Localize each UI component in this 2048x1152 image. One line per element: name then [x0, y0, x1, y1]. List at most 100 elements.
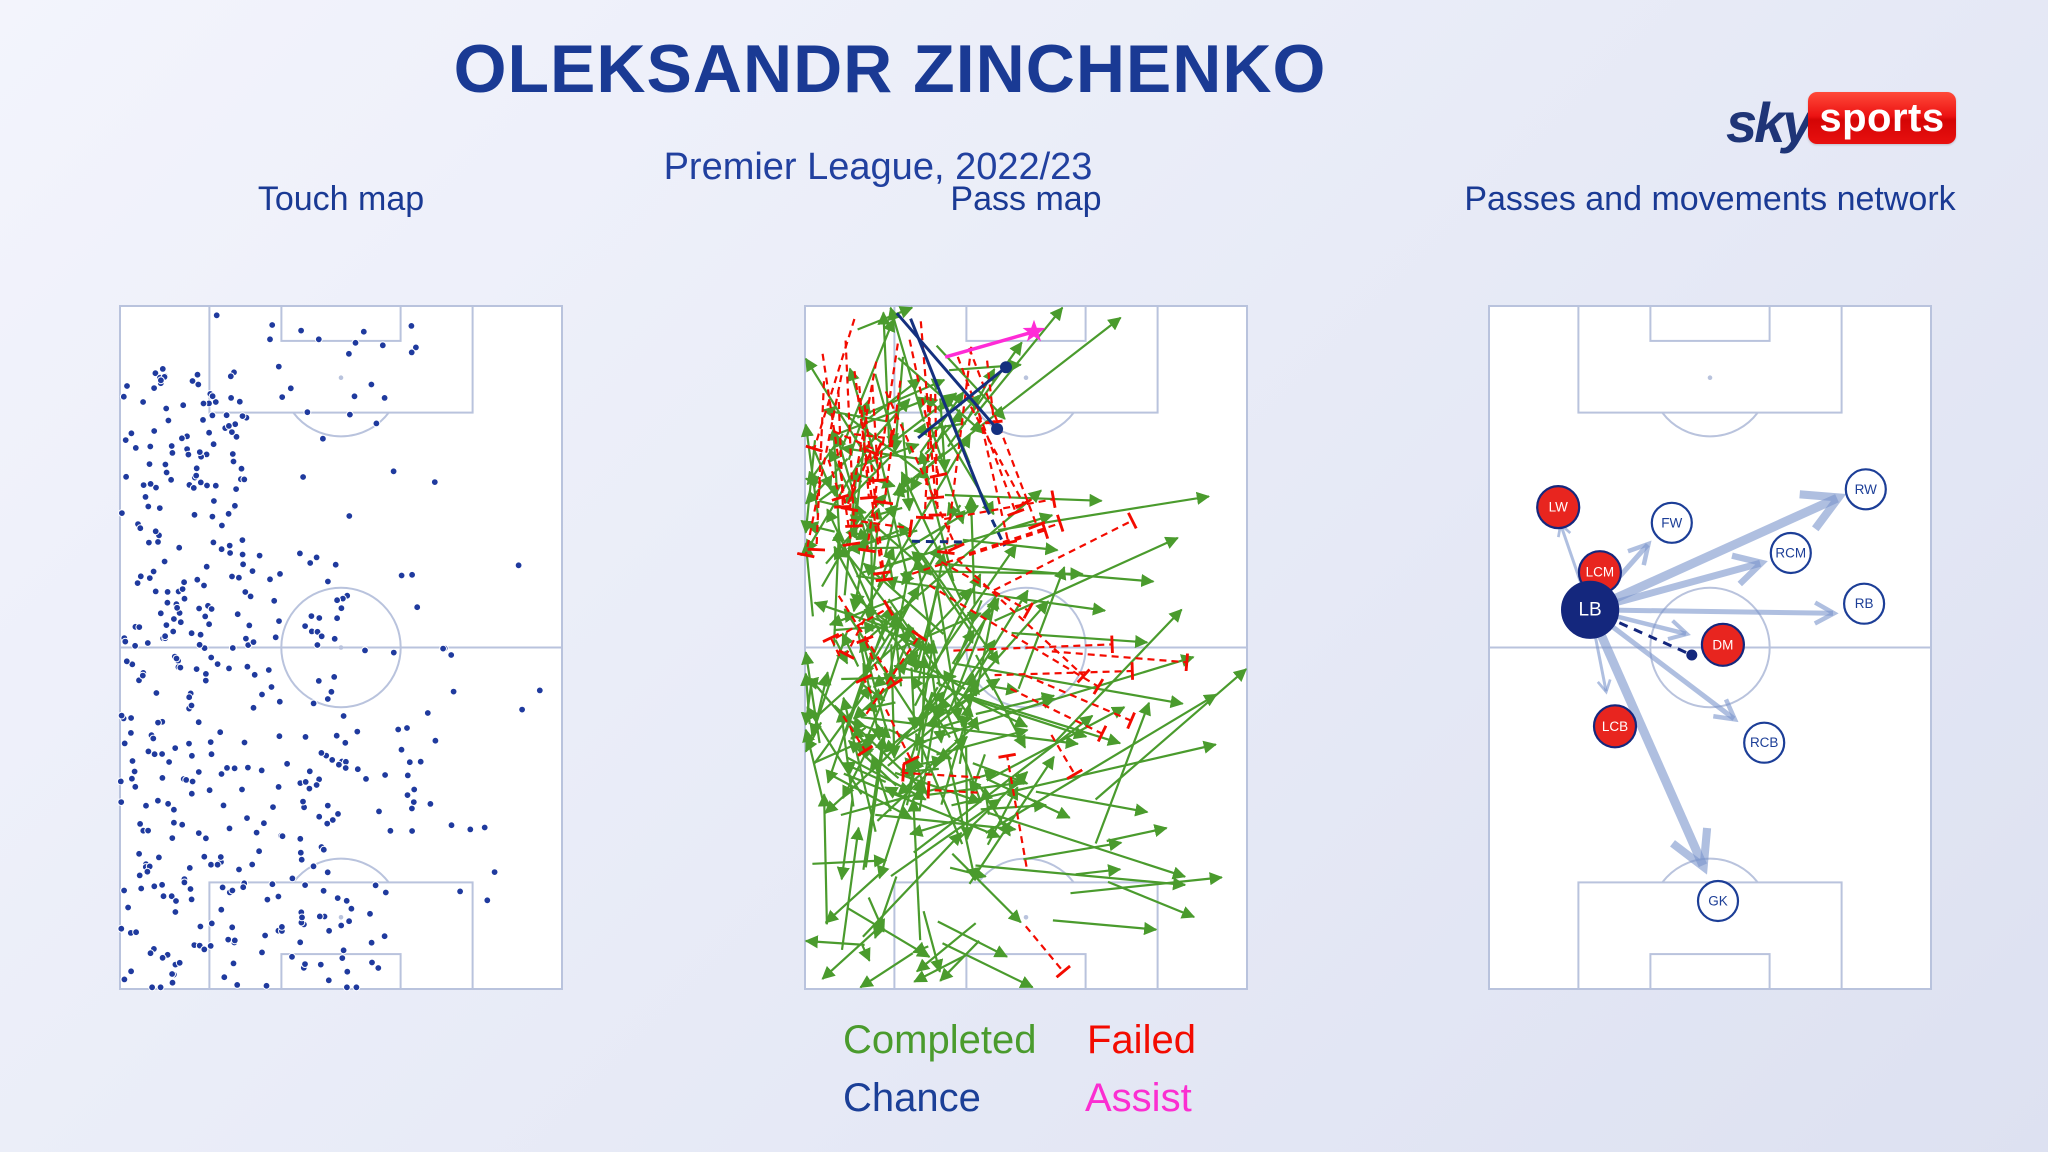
touch-dot: [146, 442, 155, 451]
touch-dot: [154, 718, 162, 727]
touch-dot: [208, 392, 217, 401]
failed-pass: [953, 635, 1114, 654]
touch-dot: [288, 874, 297, 883]
touch-dot: [217, 770, 226, 778]
touch-dot: [127, 714, 136, 722]
network-pitch: LW FW RW LCM RCM RB DM LCB RCB GK LB: [1488, 305, 1932, 991]
touch-dot: [186, 885, 195, 893]
touch-dot: [266, 575, 274, 584]
touch-dot: [224, 509, 233, 518]
touch-dot: [194, 768, 203, 776]
touch-dot: [118, 509, 126, 518]
touch-dot: [341, 764, 350, 772]
node-label-LB: LB: [1578, 599, 1601, 620]
touch-dot: [235, 397, 244, 406]
touch-dot: [345, 512, 354, 520]
touch-dot: [317, 749, 326, 757]
touch-dot: [264, 666, 273, 674]
touch-dot: [168, 449, 177, 457]
touch-dot: [192, 665, 201, 674]
touch-dot: [249, 638, 258, 647]
chance-pass: [909, 318, 988, 508]
touch-dot: [205, 428, 213, 437]
touch-dot: [330, 673, 339, 681]
touch-dot: [210, 497, 218, 505]
touch-dot: [158, 774, 167, 782]
touch-dot: [178, 820, 187, 829]
touch-dot: [296, 848, 305, 857]
touch-dot: [208, 411, 217, 420]
touch-dot: [120, 886, 128, 895]
completed-pass: [885, 512, 1054, 568]
touch-dot: [142, 801, 150, 810]
completed-pass: [918, 713, 940, 812]
touch-dot: [161, 460, 170, 469]
failed-pass: [940, 561, 1034, 619]
touch-dot: [447, 821, 456, 830]
completed-pass: [985, 693, 1218, 834]
touch-dot: [380, 394, 389, 402]
touch-dot: [156, 983, 165, 992]
completed-pass: [949, 866, 987, 881]
completed-pass: [1094, 701, 1151, 844]
touch-dot: [228, 572, 236, 581]
touch-dot: [135, 849, 144, 858]
touch-dot: [374, 964, 383, 972]
touch-dot: [144, 502, 153, 511]
touch-dot: [301, 622, 310, 631]
section-title-touch-map: Touch map: [257, 180, 425, 218]
completed-pass: [839, 696, 877, 833]
touch-dot: [195, 604, 203, 613]
node-label-LCB: LCB: [1602, 719, 1628, 734]
touch-dot: [359, 327, 368, 336]
failed-pass: [1050, 734, 1084, 781]
touch-dot: [202, 834, 210, 843]
completed-pass: [944, 493, 1103, 507]
touch-dot: [184, 450, 193, 459]
completed-pass: [969, 754, 986, 795]
touch-dot: [162, 404, 171, 413]
touch-dot: [333, 614, 342, 623]
touch-dot: [426, 800, 435, 808]
touch-dot: [192, 464, 201, 473]
touch-dot: [271, 633, 280, 642]
completed-pass: [811, 445, 833, 490]
touch-dot: [172, 654, 181, 663]
failed-pass: [827, 459, 850, 502]
touch-dot: [362, 775, 370, 783]
completed-pass: [966, 694, 1122, 746]
touch-dot: [190, 510, 199, 519]
touch-dot: [200, 852, 209, 861]
touch-dot: [158, 750, 166, 758]
touch-dot: [207, 605, 216, 613]
touch-dot: [151, 587, 160, 596]
failed-pass: [857, 343, 899, 554]
touch-dot: [408, 804, 416, 813]
touch-dot: [324, 976, 333, 985]
touch-dot: [188, 751, 196, 760]
network-node-RCB: RCB: [1743, 721, 1786, 764]
touch-dot: [317, 632, 326, 641]
touch-dot: [232, 432, 241, 441]
touch-dot: [345, 917, 354, 926]
touch-dot: [180, 594, 189, 603]
touch-dot: [248, 567, 257, 576]
completed-pass: [859, 952, 914, 989]
touch-dot: [258, 948, 266, 957]
touch-dot: [298, 913, 306, 922]
touch-dot: [161, 632, 169, 641]
touch-dot: [152, 689, 161, 697]
chance-pass: [984, 506, 1007, 547]
touch-dot: [200, 945, 209, 954]
touch-dot: [314, 677, 323, 685]
touch-dot: [167, 475, 175, 484]
touch-dot: [176, 618, 185, 627]
touch-dot: [120, 739, 129, 748]
completed-pass: [901, 422, 915, 512]
touch-dot: [217, 905, 226, 914]
touch-dot: [196, 922, 205, 931]
touch-dot: [490, 868, 499, 876]
touch-dot: [164, 416, 173, 425]
network-node-LCB: LCB: [1592, 704, 1638, 749]
touch-dot: [120, 975, 129, 984]
